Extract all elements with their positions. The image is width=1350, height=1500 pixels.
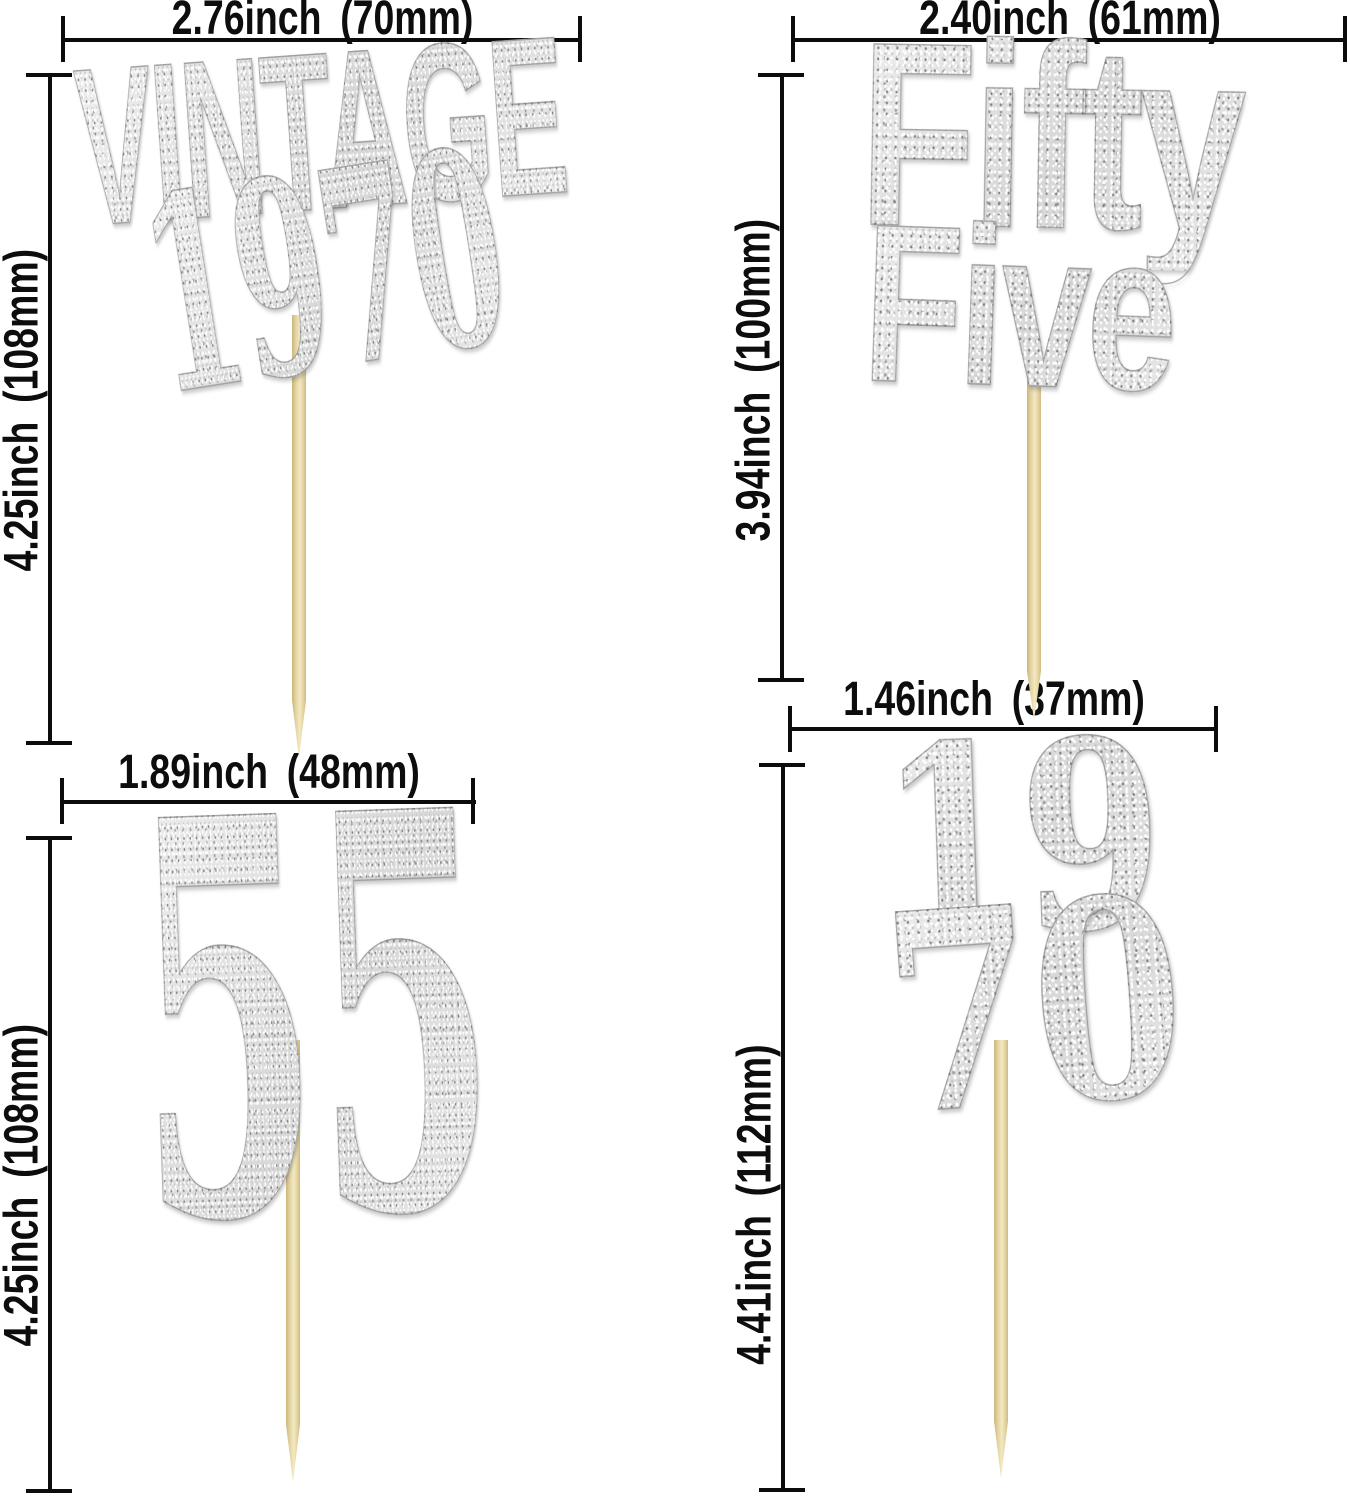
width-dimension-tick-right xyxy=(578,16,582,62)
height-dimension-tick-top xyxy=(759,763,805,767)
height-dimension-label-vintage1970: 4.25inch (108mm) xyxy=(0,248,49,572)
height-dimension-line-55 xyxy=(48,838,52,1493)
topper-text-1970: 1970 xyxy=(124,89,524,457)
width-dimension-tick-left xyxy=(60,778,64,824)
topper-text-55: 55 xyxy=(124,691,502,1345)
height-dimension-line-vintage1970 xyxy=(48,75,52,743)
height-dimension-line-fiftyfive xyxy=(780,75,784,682)
width-dimension-tick-left xyxy=(61,16,65,62)
toothpick-stick-fiftyfive xyxy=(1027,345,1041,720)
height-dimension-label-1970stacked: 4.41inch (112mm) xyxy=(728,1044,782,1366)
toothpick-stick-1970stacked xyxy=(994,1040,1008,1478)
topper-text-70: 70 xyxy=(874,835,1192,1178)
height-dimension-tick-bottom xyxy=(26,1489,72,1493)
toothpick-stick-vintage1970 xyxy=(292,315,306,758)
height-dimension-tick-bottom xyxy=(26,741,72,745)
height-dimension-tick-top xyxy=(758,73,804,77)
width-dimension-tick-left xyxy=(791,16,795,62)
topper-text-five: Five xyxy=(859,175,1179,439)
height-dimension-label-55: 4.25inch (108mm) xyxy=(0,1023,49,1347)
width-dimension-tick-left xyxy=(788,706,792,752)
height-dimension-tick-top xyxy=(26,73,72,77)
width-dimension-tick-right xyxy=(1214,706,1218,752)
height-dimension-label-fiftyfive: 3.94inch (100mm) xyxy=(727,218,781,542)
height-dimension-line-1970stacked xyxy=(781,765,785,1492)
height-dimension-tick-bottom xyxy=(758,678,804,682)
height-dimension-tick-bottom xyxy=(759,1488,805,1492)
width-dimension-tick-right xyxy=(1343,16,1347,62)
height-dimension-tick-top xyxy=(26,836,72,840)
